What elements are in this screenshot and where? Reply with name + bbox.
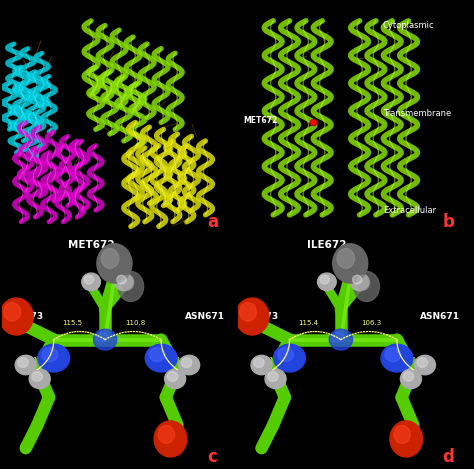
Ellipse shape [84, 275, 93, 284]
Ellipse shape [181, 358, 192, 367]
Ellipse shape [385, 348, 401, 362]
Ellipse shape [158, 425, 174, 444]
Text: b: b [442, 213, 454, 231]
Ellipse shape [254, 358, 264, 367]
Ellipse shape [118, 272, 144, 302]
Ellipse shape [333, 244, 368, 283]
Ellipse shape [278, 348, 293, 362]
Ellipse shape [337, 249, 355, 268]
Text: ASN671: ASN671 [420, 312, 460, 321]
Text: 122.9: 122.9 [396, 357, 416, 363]
Ellipse shape [353, 275, 362, 284]
Text: LEU673: LEU673 [240, 312, 279, 321]
Ellipse shape [4, 303, 20, 321]
Ellipse shape [145, 344, 177, 372]
Ellipse shape [38, 344, 70, 372]
Text: Cytoplasmic: Cytoplasmic [383, 21, 435, 30]
Text: 115.5: 115.5 [63, 320, 82, 326]
Ellipse shape [15, 356, 36, 375]
Ellipse shape [101, 249, 119, 268]
Ellipse shape [167, 371, 178, 381]
Ellipse shape [29, 369, 50, 389]
Text: MET672: MET672 [68, 240, 114, 250]
Ellipse shape [401, 369, 421, 389]
Ellipse shape [154, 421, 187, 457]
Ellipse shape [0, 298, 33, 335]
Text: MET672: MET672 [243, 116, 277, 125]
Ellipse shape [82, 273, 100, 291]
Ellipse shape [403, 371, 413, 381]
Ellipse shape [414, 356, 436, 375]
Ellipse shape [96, 332, 108, 342]
Ellipse shape [357, 275, 370, 290]
Ellipse shape [32, 371, 42, 381]
Ellipse shape [332, 332, 344, 342]
Ellipse shape [149, 348, 165, 362]
Text: 115.4: 115.4 [298, 320, 318, 326]
Text: a: a [207, 213, 218, 231]
Ellipse shape [97, 244, 132, 283]
Ellipse shape [318, 273, 336, 291]
Text: Transmembrane: Transmembrane [383, 109, 451, 118]
Ellipse shape [164, 369, 186, 389]
Ellipse shape [179, 356, 200, 375]
Ellipse shape [354, 272, 379, 302]
Text: c: c [208, 448, 218, 466]
Ellipse shape [268, 371, 278, 381]
Ellipse shape [320, 275, 329, 284]
Text: ASN671: ASN671 [184, 312, 225, 321]
Ellipse shape [350, 273, 369, 291]
Text: 122.3: 122.3 [268, 357, 288, 363]
Ellipse shape [42, 348, 58, 362]
Text: 122.8: 122.8 [32, 357, 52, 363]
Ellipse shape [117, 275, 126, 284]
Ellipse shape [18, 358, 28, 367]
Ellipse shape [265, 369, 286, 389]
Ellipse shape [239, 303, 256, 321]
Ellipse shape [121, 275, 134, 290]
Ellipse shape [390, 421, 423, 457]
Ellipse shape [273, 344, 305, 372]
Text: Extracellular: Extracellular [383, 206, 436, 215]
Text: 106.3: 106.3 [361, 320, 382, 326]
Ellipse shape [93, 329, 117, 350]
Text: 122.8: 122.8 [161, 357, 181, 363]
Ellipse shape [417, 358, 428, 367]
Ellipse shape [114, 273, 133, 291]
Text: ILE672: ILE672 [307, 240, 346, 250]
Ellipse shape [394, 425, 410, 444]
Ellipse shape [251, 356, 272, 375]
Text: 110.8: 110.8 [125, 320, 146, 326]
Ellipse shape [329, 329, 353, 350]
Ellipse shape [236, 298, 269, 335]
Text: d: d [442, 448, 454, 466]
Ellipse shape [381, 344, 413, 372]
Text: LEU673: LEU673 [5, 312, 43, 321]
